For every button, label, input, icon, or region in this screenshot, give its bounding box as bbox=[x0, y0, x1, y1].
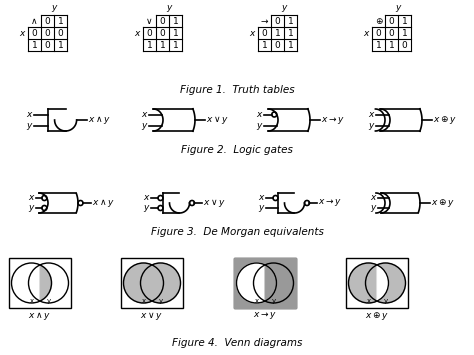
Text: 1: 1 bbox=[32, 40, 37, 49]
Text: x: x bbox=[28, 193, 34, 202]
Text: Figure 4.  Venn diagrams: Figure 4. Venn diagrams bbox=[172, 338, 302, 348]
Text: x: x bbox=[19, 28, 25, 38]
Text: x: x bbox=[364, 28, 369, 38]
Text: $x\vee y$: $x\vee y$ bbox=[206, 114, 229, 126]
Text: x: x bbox=[144, 193, 149, 202]
Text: y: y bbox=[371, 203, 376, 213]
Text: y: y bbox=[281, 3, 287, 12]
Text: $x\vee y$: $x\vee y$ bbox=[140, 310, 164, 322]
Text: 0: 0 bbox=[375, 28, 382, 38]
Text: y: y bbox=[395, 3, 401, 12]
Text: 1: 1 bbox=[288, 16, 293, 26]
Text: Figure 1.  Truth tables: Figure 1. Truth tables bbox=[180, 85, 294, 95]
Text: 1: 1 bbox=[58, 16, 64, 26]
Bar bbox=[234, 258, 296, 308]
Text: $x\rightarrow y$: $x\rightarrow y$ bbox=[319, 197, 343, 208]
Circle shape bbox=[140, 263, 181, 303]
Text: 1: 1 bbox=[274, 28, 281, 38]
Text: 1: 1 bbox=[173, 16, 178, 26]
Text: x: x bbox=[259, 193, 264, 202]
Text: Figure 2.  Logic gates: Figure 2. Logic gates bbox=[181, 145, 293, 155]
Text: y: y bbox=[259, 203, 264, 213]
Circle shape bbox=[124, 263, 164, 303]
Text: 0: 0 bbox=[389, 16, 394, 26]
Text: 0: 0 bbox=[32, 28, 37, 38]
Text: 1: 1 bbox=[58, 40, 64, 49]
Circle shape bbox=[11, 263, 52, 303]
Text: y: y bbox=[158, 298, 163, 304]
Text: 0: 0 bbox=[45, 40, 50, 49]
Bar bbox=[9, 258, 71, 308]
Circle shape bbox=[28, 263, 69, 303]
Bar bbox=[346, 258, 408, 308]
Text: $x\vee y$: $x\vee y$ bbox=[203, 197, 227, 209]
Text: $x\oplus y$: $x\oplus y$ bbox=[431, 197, 455, 209]
Text: 1: 1 bbox=[389, 40, 394, 49]
Text: 0: 0 bbox=[160, 28, 165, 38]
Text: →: → bbox=[261, 16, 268, 26]
Text: 1: 1 bbox=[401, 16, 407, 26]
Text: x: x bbox=[369, 110, 374, 119]
Text: x: x bbox=[27, 110, 32, 119]
Polygon shape bbox=[265, 265, 276, 301]
Circle shape bbox=[237, 263, 276, 303]
Text: 1: 1 bbox=[173, 28, 178, 38]
Text: $x\wedge y$: $x\wedge y$ bbox=[28, 310, 52, 322]
Bar bbox=[234, 258, 296, 308]
Text: 0: 0 bbox=[45, 16, 50, 26]
Text: y: y bbox=[27, 121, 32, 130]
Text: 1: 1 bbox=[173, 40, 178, 49]
Text: y: y bbox=[51, 3, 57, 12]
Text: x: x bbox=[141, 298, 146, 304]
Text: x: x bbox=[255, 298, 258, 304]
Text: x: x bbox=[366, 298, 371, 304]
Text: x: x bbox=[135, 28, 140, 38]
Text: 0: 0 bbox=[274, 40, 281, 49]
Text: 0: 0 bbox=[160, 16, 165, 26]
Text: ∧: ∧ bbox=[31, 16, 38, 26]
Text: ⊕: ⊕ bbox=[375, 16, 382, 26]
Polygon shape bbox=[40, 265, 52, 301]
Text: $x\rightarrow y$: $x\rightarrow y$ bbox=[253, 310, 277, 321]
Text: $x\wedge y$: $x\wedge y$ bbox=[92, 197, 115, 209]
Text: $x\oplus y$: $x\oplus y$ bbox=[365, 310, 389, 322]
Text: 1: 1 bbox=[375, 40, 382, 49]
Text: x: x bbox=[256, 110, 262, 119]
Circle shape bbox=[365, 263, 405, 303]
Text: Figure 3.  De Morgan equivalents: Figure 3. De Morgan equivalents bbox=[151, 227, 323, 237]
Text: y: y bbox=[166, 3, 172, 12]
Text: y: y bbox=[272, 298, 275, 304]
Text: x: x bbox=[29, 298, 34, 304]
Text: 1: 1 bbox=[262, 40, 267, 49]
Text: 1: 1 bbox=[401, 28, 407, 38]
Text: $x\oplus y$: $x\oplus y$ bbox=[433, 114, 457, 126]
Text: y: y bbox=[46, 298, 51, 304]
Text: y: y bbox=[144, 203, 149, 213]
Text: 1: 1 bbox=[288, 40, 293, 49]
Text: y: y bbox=[369, 121, 374, 130]
Text: 0: 0 bbox=[58, 28, 64, 38]
Text: y: y bbox=[256, 121, 262, 130]
Text: 0: 0 bbox=[262, 28, 267, 38]
Text: y: y bbox=[142, 121, 147, 130]
Text: y: y bbox=[28, 203, 34, 213]
Text: 0: 0 bbox=[274, 16, 281, 26]
Bar bbox=[121, 258, 183, 308]
Text: 0: 0 bbox=[389, 28, 394, 38]
Text: $x\rightarrow y$: $x\rightarrow y$ bbox=[321, 115, 345, 126]
Circle shape bbox=[348, 263, 389, 303]
Text: 0: 0 bbox=[45, 28, 50, 38]
Text: ∨: ∨ bbox=[146, 16, 153, 26]
Polygon shape bbox=[377, 265, 389, 301]
Text: x: x bbox=[371, 193, 376, 202]
Text: x: x bbox=[250, 28, 255, 38]
Text: 1: 1 bbox=[146, 40, 152, 49]
Text: x: x bbox=[142, 110, 147, 119]
Text: $x\wedge y$: $x\wedge y$ bbox=[88, 114, 110, 126]
Text: 1: 1 bbox=[160, 40, 165, 49]
Text: 0: 0 bbox=[146, 28, 152, 38]
Text: 1: 1 bbox=[288, 28, 293, 38]
Text: 0: 0 bbox=[401, 40, 407, 49]
Text: y: y bbox=[383, 298, 388, 304]
